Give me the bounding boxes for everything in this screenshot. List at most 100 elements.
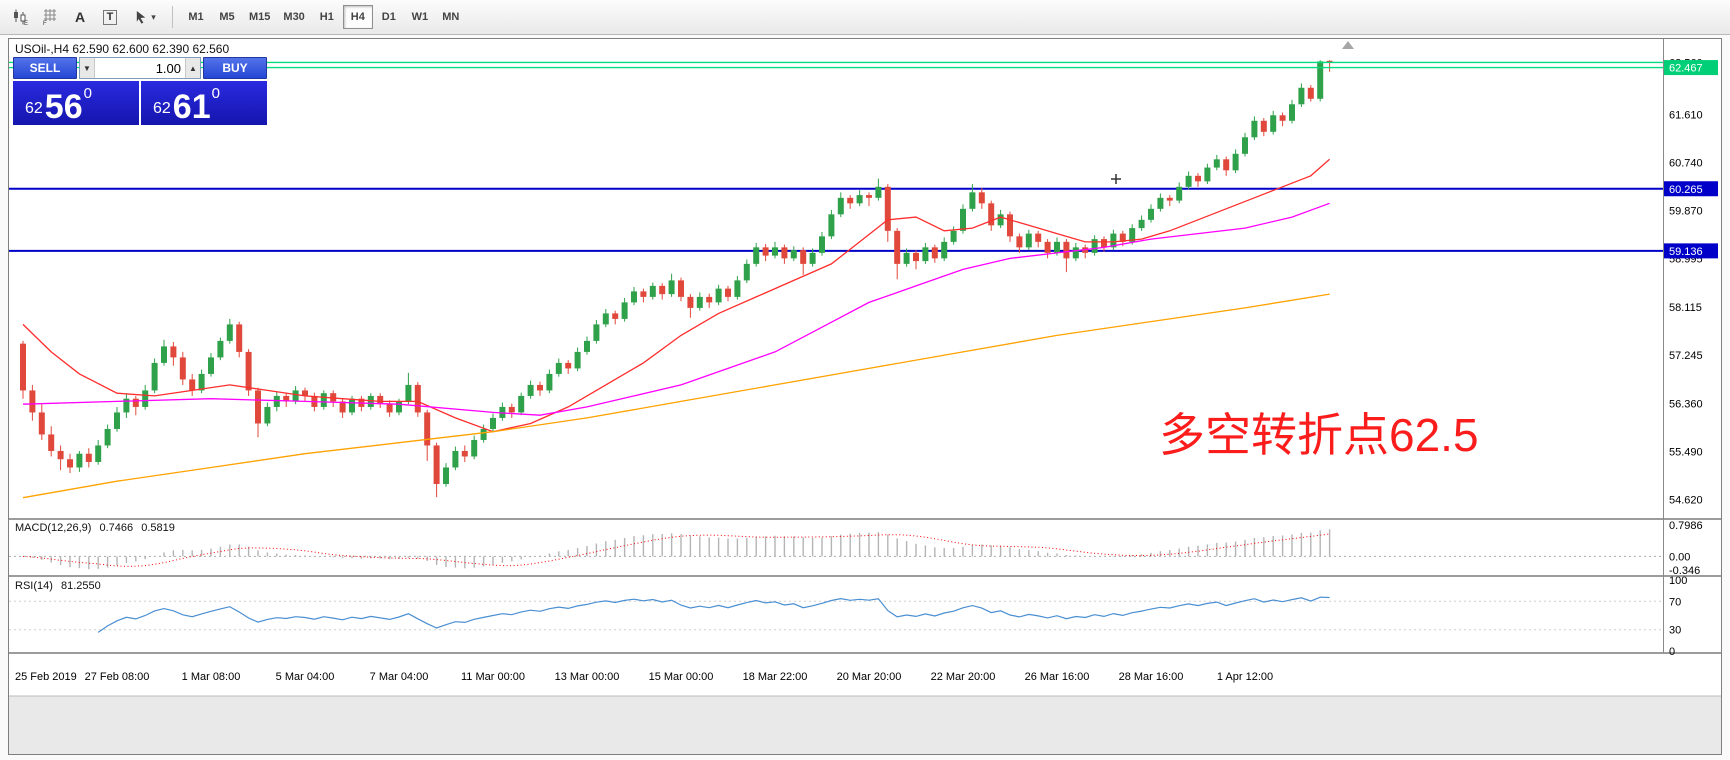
sell-price-big: 56 <box>44 87 83 126</box>
buy-price[interactable]: 62 61 0 <box>141 81 267 125</box>
candle-body <box>443 467 449 484</box>
cursor-tool-button[interactable]: ▾ <box>126 4 164 30</box>
candle-body <box>198 373 205 391</box>
candle-body <box>1157 197 1164 209</box>
candle-body <box>85 453 92 462</box>
timeframe-button-d1[interactable]: D1 <box>381 11 396 23</box>
candle-body <box>255 390 261 424</box>
bottom-filler <box>9 696 1721 754</box>
price-axis[interactable] <box>1663 39 1721 653</box>
price-axis-label: 56.360 <box>1669 399 1703 411</box>
candle-body <box>706 296 713 303</box>
candle-body <box>1119 233 1126 242</box>
toolbar-separator <box>172 6 173 28</box>
candle-body <box>142 390 149 407</box>
price-tag <box>1664 243 1718 259</box>
grid-toggle-button[interactable]: F <box>36 4 64 30</box>
rsi-axis-label: 0 <box>1669 646 1675 658</box>
candle-body <box>960 208 966 231</box>
candle-body <box>1035 233 1042 242</box>
timeframe-button-m15[interactable]: M15 <box>249 11 271 23</box>
candle-body <box>1091 239 1098 253</box>
candle-body <box>988 203 995 226</box>
candle-body <box>809 252 816 264</box>
candle-body <box>640 291 647 297</box>
candle-body <box>508 406 515 413</box>
candle-body <box>161 346 167 363</box>
ma-slow-line <box>22 293 1330 499</box>
candle-body <box>668 280 675 295</box>
candle-body <box>894 230 901 264</box>
candle-body <box>339 401 346 413</box>
candle-body <box>226 324 233 341</box>
candle-body <box>565 362 572 369</box>
time-axis-label: 15 Mar 00:00 <box>649 671 714 683</box>
candle-body <box>1326 60 1333 63</box>
time-axis-label: 18 Mar 22:00 <box>743 671 808 683</box>
candle-body <box>903 252 910 264</box>
time-axis[interactable] <box>9 654 1721 695</box>
one-click-trading-panel: SELL ▼ ▲ BUY 62 56 0 62 61 0 <box>13 57 267 125</box>
candle-body <box>1007 214 1013 237</box>
candle-body <box>330 393 337 402</box>
candle-body <box>678 280 684 297</box>
grid-icon: F <box>43 9 56 26</box>
candle-body <box>367 395 374 407</box>
time-axis-label: 11 Mar 00:00 <box>461 671 525 683</box>
candle-body <box>1195 175 1201 182</box>
candle-body <box>1166 197 1173 201</box>
chart-type-candles-button[interactable]: E <box>6 4 34 30</box>
volume-increase-button[interactable]: ▲ <box>185 58 200 78</box>
price-tag-label: 59.136 <box>1669 246 1703 258</box>
timeframe-button-m5[interactable]: M5 <box>219 11 235 23</box>
candle-body <box>302 390 308 396</box>
candle-body <box>734 280 741 297</box>
volume-input[interactable] <box>95 58 185 78</box>
price-axis-label: 55.490 <box>1669 447 1703 459</box>
volume-dropdown-button[interactable]: ▼ <box>80 58 95 78</box>
timeframe-button-m1[interactable]: M1 <box>188 11 204 23</box>
candle-body <box>1148 208 1154 220</box>
buy-button[interactable]: BUY <box>203 57 267 79</box>
ma-mid-line <box>22 202 1330 416</box>
macd-signal-line <box>22 533 1330 567</box>
candle-body <box>1063 241 1070 259</box>
timeframe-toolbar: M1 M5 M15 M30 H1 H4 D1 W1 MN <box>181 5 466 29</box>
timeframe-button-h1[interactable]: H1 <box>319 11 334 23</box>
candle-body <box>424 412 431 446</box>
chart-annotation[interactable]: 多空转折点62.5 <box>1159 409 1479 461</box>
timeframe-button-h4[interactable]: H4 <box>342 5 373 29</box>
timeframe-button-m30[interactable]: M30 <box>283 11 305 23</box>
candle-body <box>283 395 290 402</box>
timeframe-button-mn[interactable]: MN <box>442 11 460 23</box>
text-annotation-button[interactable]: A <box>66 4 94 30</box>
text-label-button[interactable]: T <box>96 4 124 30</box>
macd-label: MACD(12,26,9) <box>15 522 92 534</box>
chart-canvas[interactable]: 62.56061.61060.74059.87058.99558.11557.2… <box>9 39 1721 754</box>
svg-text:E: E <box>24 21 28 26</box>
sell-price[interactable]: 62 56 0 <box>13 81 139 125</box>
price-tag <box>1664 60 1718 76</box>
candle-body <box>264 406 271 424</box>
candle-body <box>537 384 543 391</box>
candle-body <box>1251 120 1258 138</box>
timeframe-button-w1[interactable]: W1 <box>411 11 429 23</box>
candle-body <box>847 197 854 204</box>
candle-body <box>1176 186 1183 201</box>
candle-body <box>20 343 26 391</box>
candle-body <box>114 412 120 429</box>
candle-body <box>480 428 487 440</box>
chart-shift-marker[interactable] <box>1342 41 1354 49</box>
candle-body <box>574 351 581 369</box>
candle-body <box>1072 247 1079 259</box>
sell-button[interactable]: SELL <box>13 57 77 79</box>
candle-body <box>245 351 252 391</box>
rsi-caption: RSI(14) 81.2550 <box>15 580 101 592</box>
candle-body <box>612 313 619 319</box>
candle-body <box>396 401 402 413</box>
candle-body <box>170 346 177 358</box>
time-axis-label: 13 Mar 00:00 <box>555 671 620 683</box>
candle-body <box>602 313 609 325</box>
candle-body <box>490 417 496 429</box>
candle-body <box>753 247 760 264</box>
